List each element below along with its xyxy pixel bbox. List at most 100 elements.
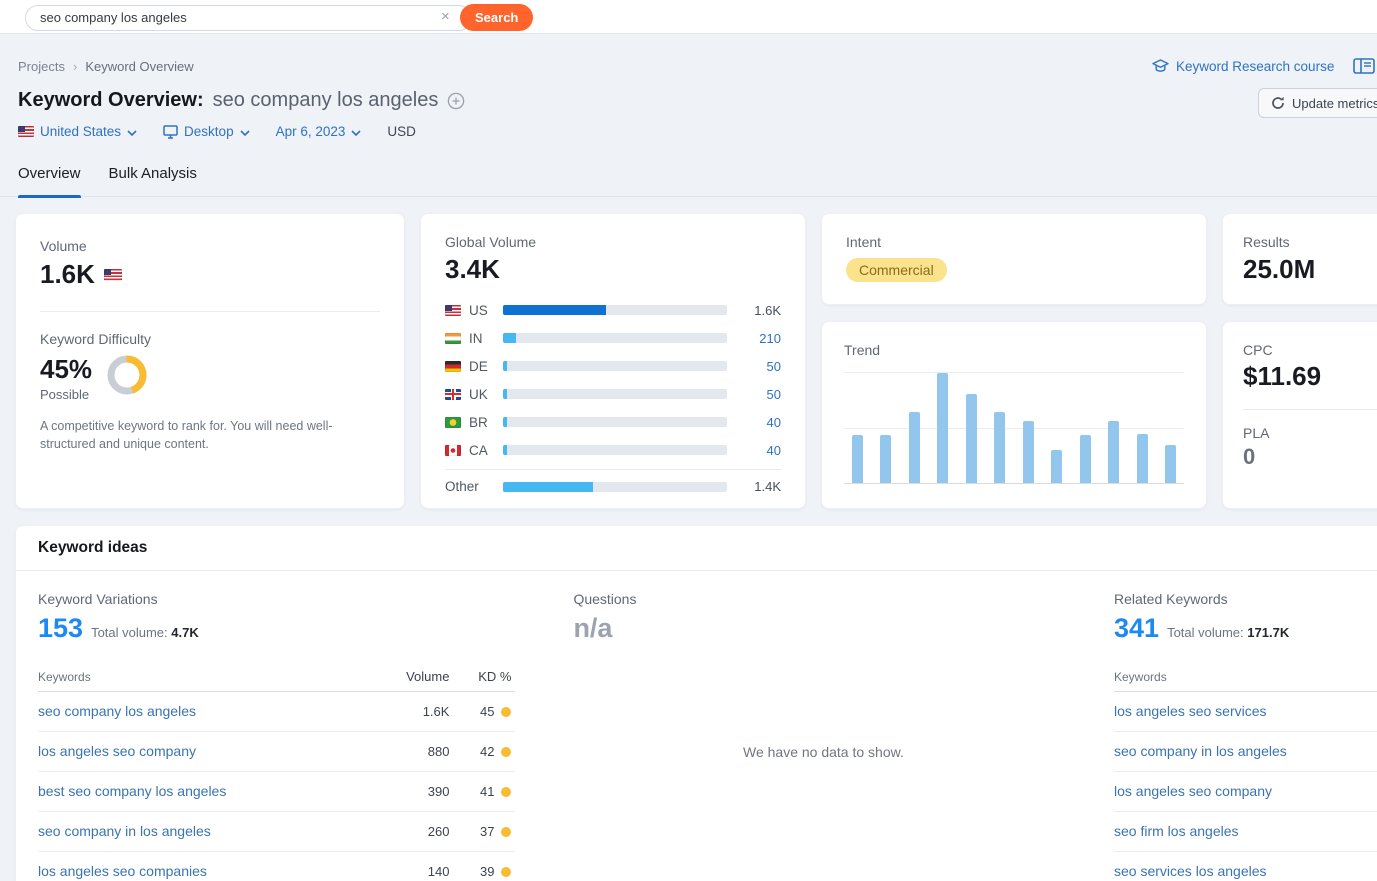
keyword-link[interactable]: seo firm los angeles — [1114, 822, 1239, 839]
keyword-variations-total: Total volume: 4.7K — [91, 625, 199, 640]
trend-bar — [1051, 450, 1063, 483]
keyword-variations-count[interactable]: 153 — [38, 613, 84, 643]
keyword-link[interactable]: best seo company los angeles — [38, 782, 227, 799]
results-value: 25.0M — [1243, 254, 1316, 284]
update-metrics-button[interactable]: Update metrics — [1258, 88, 1377, 118]
book-icon[interactable] — [1353, 58, 1376, 74]
divider — [40, 311, 380, 312]
volume-bar-track — [503, 305, 727, 315]
country-code[interactable]: BR — [469, 414, 488, 430]
kd-indicator-dot — [501, 826, 512, 837]
related-keywords-count[interactable]: 341 — [1114, 613, 1160, 643]
breadcrumb-item[interactable]: Keyword Overview — [85, 59, 194, 74]
trend-card: Trend — [821, 321, 1207, 509]
table-row: seo company in los angeles 260 37 — [38, 812, 516, 852]
country-code[interactable]: US — [469, 302, 488, 318]
breadcrumb-item[interactable]: Projects — [18, 59, 65, 74]
results-label: Results — [1243, 234, 1290, 250]
desktop-icon — [163, 124, 178, 139]
related-keywords-label: Related Keywords — [1114, 591, 1228, 607]
us-flag-icon — [18, 126, 34, 137]
table-row: best seo company los angeles 390 41 — [38, 772, 516, 812]
keyword-ideas-card: Keyword ideas Keyword Variations 153 Tot… — [15, 525, 1377, 881]
volume-card: Volume 1.6K Keyword Difficulty 45% Possi… — [15, 213, 405, 509]
chevron-down-icon — [127, 129, 137, 136]
volume-bar-track — [503, 389, 727, 399]
keyword-link[interactable]: los angeles seo company — [38, 742, 196, 759]
volume-bar-track — [503, 417, 727, 427]
trend-bar — [1108, 421, 1120, 483]
device-label: Desktop — [184, 124, 234, 139]
date-label: Apr 6, 2023 — [275, 124, 346, 139]
keyword-difficulty-level: Possible — [40, 387, 90, 402]
update-metrics-label: Update metrics — [1292, 95, 1377, 111]
trend-bar-chart — [844, 372, 1184, 484]
keyword-link[interactable]: los angeles seo company — [1114, 782, 1272, 799]
search-input[interactable] — [25, 4, 472, 31]
us-flag-icon — [445, 304, 461, 316]
questions-count: n/a — [573, 613, 613, 643]
keyword-link[interactable]: los angeles seo companies — [38, 862, 207, 879]
country-code[interactable]: UK — [469, 386, 488, 402]
table-row: seo company los angeles 1.6K 45 — [38, 692, 516, 732]
keyword-variations-column: Keyword Variations 153 Total volume: 4.7… — [38, 591, 516, 881]
related-keywords-total: Total volume: 171.7K — [1167, 625, 1290, 640]
country-label: United States — [40, 124, 122, 139]
country-code[interactable]: CA — [469, 442, 488, 458]
keyword-link[interactable]: seo company in los angeles — [1114, 742, 1287, 759]
trend-bar — [1164, 444, 1176, 483]
kd-cell: 39 — [449, 864, 515, 879]
cpc-value: $11.69 — [1243, 361, 1322, 391]
country-code[interactable]: IN — [469, 330, 483, 346]
date-selector[interactable]: Apr 6, 2023 — [276, 124, 362, 139]
column-kd: KD % — [478, 669, 512, 684]
global-volume-row: UK 50 — [445, 380, 781, 408]
volume-cell: 140 — [427, 864, 450, 879]
country-selector[interactable]: United States — [18, 124, 137, 139]
table-row: los angeles seo companies 140 39 — [38, 852, 515, 881]
search-button[interactable]: Search — [460, 4, 534, 31]
country-volume-value: 50 — [766, 386, 781, 402]
volume-bar-track — [503, 481, 727, 492]
clear-search-icon[interactable]: × — [440, 8, 450, 25]
keyword-link[interactable]: los angeles seo services — [1114, 702, 1267, 719]
divider — [1243, 409, 1377, 410]
currency-label: USD — [387, 124, 416, 139]
keyword-ideas-header: Keyword ideas — [16, 526, 1377, 571]
global-volume-row: IN 210 — [445, 324, 781, 352]
pla-label: PLA — [1243, 425, 1270, 441]
top-header: × Search — [0, 0, 1377, 34]
tab-overview[interactable]: Overview — [18, 165, 81, 198]
country-volume-value: 1.6K — [754, 302, 781, 318]
breadcrumb-separator: › — [72, 59, 78, 74]
volume-bar-fill — [503, 333, 517, 343]
br-flag-icon — [445, 416, 461, 428]
keyword-link[interactable]: seo company los angeles — [38, 702, 196, 719]
cpc-card: CPC $11.69 PLA 0 — [1222, 321, 1377, 509]
keyword-link[interactable]: seo services los angeles — [1114, 862, 1267, 879]
related-keywords-table: Keywords los angeles seo services seo com… — [1114, 662, 1377, 881]
kd-indicator-dot — [501, 866, 512, 877]
keyword-research-course-link[interactable]: Keyword Research course — [1152, 58, 1376, 74]
keyword-link[interactable]: seo company in los angeles — [38, 822, 211, 839]
trend-bar — [937, 373, 949, 483]
volume-bar-track — [503, 361, 727, 371]
search-bar: × Search — [25, 4, 534, 31]
intent-badge[interactable]: Commercial — [846, 258, 947, 282]
volume-cell: 1.6K — [422, 704, 450, 719]
country-code[interactable]: DE — [469, 358, 488, 374]
de-flag-icon — [445, 360, 461, 372]
chevron-down-icon — [351, 129, 361, 136]
global-volume-card: Global Volume 3.4K US 1.6K IN 210 DE 50 UK 50 BR… — [420, 213, 806, 509]
device-selector[interactable]: Desktop — [163, 124, 250, 139]
empty-state-message: We have no data to show. — [743, 744, 904, 760]
kd-value: 41 — [479, 784, 495, 799]
keyword-difficulty-value: 45% — [40, 354, 93, 384]
volume-bar-fill — [503, 481, 593, 492]
tab-bulk-analysis[interactable]: Bulk Analysis — [108, 165, 197, 182]
keyword-difficulty-label: Keyword Difficulty — [40, 331, 152, 347]
global-volume-row: CA 40 — [445, 436, 781, 464]
add-keyword-icon[interactable] — [447, 92, 465, 110]
table-row: seo company in los angeles — [1114, 732, 1377, 772]
in-flag-icon — [445, 332, 461, 344]
